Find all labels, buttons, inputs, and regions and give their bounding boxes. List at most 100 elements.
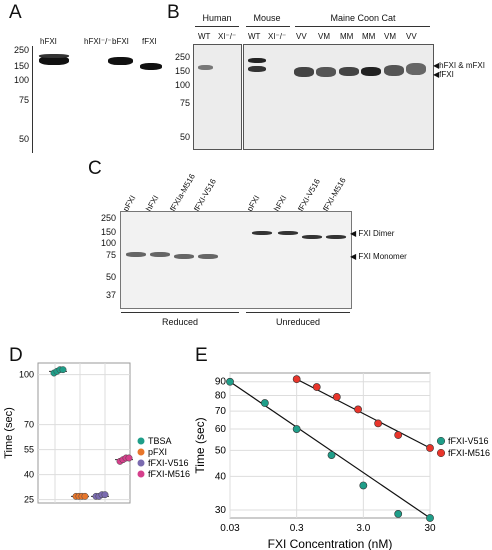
lane-label: fFXI — [142, 37, 157, 46]
x-tick-label: 0.3 — [290, 523, 304, 534]
blot-c — [120, 211, 352, 309]
legend-label: fFXI-V516 — [148, 458, 189, 468]
marker-fxi-dimer: ◀ FXI Dimer — [350, 229, 395, 238]
fit-line — [296, 378, 431, 449]
legend-marker — [436, 436, 446, 446]
legend-label: pFXI — [148, 447, 167, 457]
group-header: Maine Coon Cat — [330, 13, 396, 23]
data-point — [312, 383, 321, 391]
mw-marker: 100 — [100, 238, 116, 248]
data-point — [394, 510, 403, 518]
mw-marker: 50 — [18, 134, 29, 144]
band — [126, 252, 146, 257]
data-point — [81, 492, 89, 500]
y-axis-label: Time (sec) — [193, 417, 207, 473]
lane-label: XI⁻/⁻ — [268, 32, 287, 41]
group-label-reduced: Reduced — [161, 317, 199, 327]
panel-label-e: E — [195, 345, 208, 366]
band — [294, 67, 314, 77]
legend-label: fFXI-M516 — [148, 469, 190, 479]
data-point — [426, 514, 434, 522]
panel-label-b: B — [167, 2, 180, 23]
group-header: Mouse — [253, 13, 281, 23]
band — [278, 231, 298, 235]
mw-marker: 50 — [105, 272, 116, 282]
mw-marker: 100 — [174, 80, 190, 90]
panel-label-a: A — [9, 2, 22, 23]
band — [406, 63, 426, 75]
mw-marker: 150 — [13, 61, 29, 71]
panel-label-c: C — [88, 158, 102, 179]
x-axis-label: FXI Concentration (nM) — [268, 537, 393, 550]
band — [248, 66, 266, 72]
lane-label: MM — [340, 32, 354, 41]
group-header: Human — [202, 13, 232, 23]
mw-marker: 250 — [100, 213, 116, 223]
band — [339, 67, 359, 76]
lane-label: fFXI-V516 — [192, 177, 219, 213]
legend-label: fFXI-V516 — [448, 436, 489, 446]
data-point — [327, 451, 336, 459]
lane-label: WT — [248, 32, 261, 41]
panel-label-d: D — [9, 345, 23, 366]
mw-marker: 75 — [105, 250, 116, 260]
mw-marker: 150 — [100, 227, 116, 237]
mw-marker: 75 — [18, 95, 29, 105]
lane-label: hFXI — [40, 37, 57, 46]
group-label-unreduced: Unreduced — [275, 317, 321, 327]
legend-marker — [137, 459, 145, 467]
data-point — [292, 375, 301, 384]
y-tick-label: 90 — [215, 377, 227, 388]
y-tick-label: 25 — [24, 495, 34, 505]
lane-label: XI⁻/⁻ — [218, 32, 237, 41]
mw-marker: 100 — [13, 75, 29, 85]
chart-e: 90 80 70 60 50 40 30 0.03 0.3 3.0 30 FXI Concentrat… — [193, 372, 490, 550]
data-point — [226, 377, 234, 386]
mw-marker: 75 — [179, 98, 190, 108]
y-tick-label: 40 — [24, 470, 34, 480]
band — [316, 67, 336, 77]
band — [361, 67, 381, 76]
band — [326, 235, 346, 239]
group-rule — [246, 312, 350, 313]
band — [140, 63, 162, 70]
lane-label: WT — [198, 32, 211, 41]
data-point — [101, 491, 109, 499]
band — [39, 54, 69, 58]
mw-marker: 250 — [13, 45, 29, 55]
data-point — [426, 444, 434, 452]
marker-hfxi-mfxi: ◀hFXI & mFXI — [433, 61, 485, 70]
y-tick-label: 55 — [24, 445, 34, 455]
y-tick-label: 80 — [215, 390, 227, 401]
data-point — [394, 431, 403, 439]
blot-a — [32, 46, 166, 153]
mw-marker: 37 — [105, 290, 116, 300]
marker-fxi-monomer: ◀ FXI Monomer — [350, 252, 407, 261]
lane-label: VM — [384, 32, 396, 41]
y-axis-label: Time (sec) — [3, 407, 15, 459]
band — [108, 57, 133, 65]
lane-label: VV — [406, 32, 417, 41]
group-rule — [195, 26, 239, 27]
y-tick-label: 100 — [19, 370, 34, 380]
marker-ffxi: ◀fFXI — [433, 70, 454, 79]
data-point — [292, 425, 301, 433]
mw-marker: 50 — [179, 132, 190, 142]
group-rule — [121, 312, 239, 313]
lane-label: VV — [296, 32, 307, 41]
data-point — [354, 405, 362, 414]
data-point — [125, 454, 133, 462]
y-tick-label: 70 — [215, 406, 227, 417]
lane-label: VM — [318, 32, 330, 41]
band — [39, 56, 69, 65]
y-tick-label: 50 — [215, 445, 227, 456]
group-rule — [295, 26, 430, 27]
data-point — [374, 419, 383, 428]
chart-d: 100 70 55 40 25 Time (sec) TBSApFXIfFXI-V516fF… — [3, 362, 190, 505]
legend-label: TBSA — [148, 436, 172, 446]
legend-label: fFXI-M516 — [448, 448, 490, 458]
blot-b-mouse-cat — [243, 44, 434, 150]
lane-label: fFXI-V516 — [296, 177, 323, 213]
band — [384, 65, 404, 76]
lane-label: hFXI⁻/⁻ — [84, 37, 112, 46]
